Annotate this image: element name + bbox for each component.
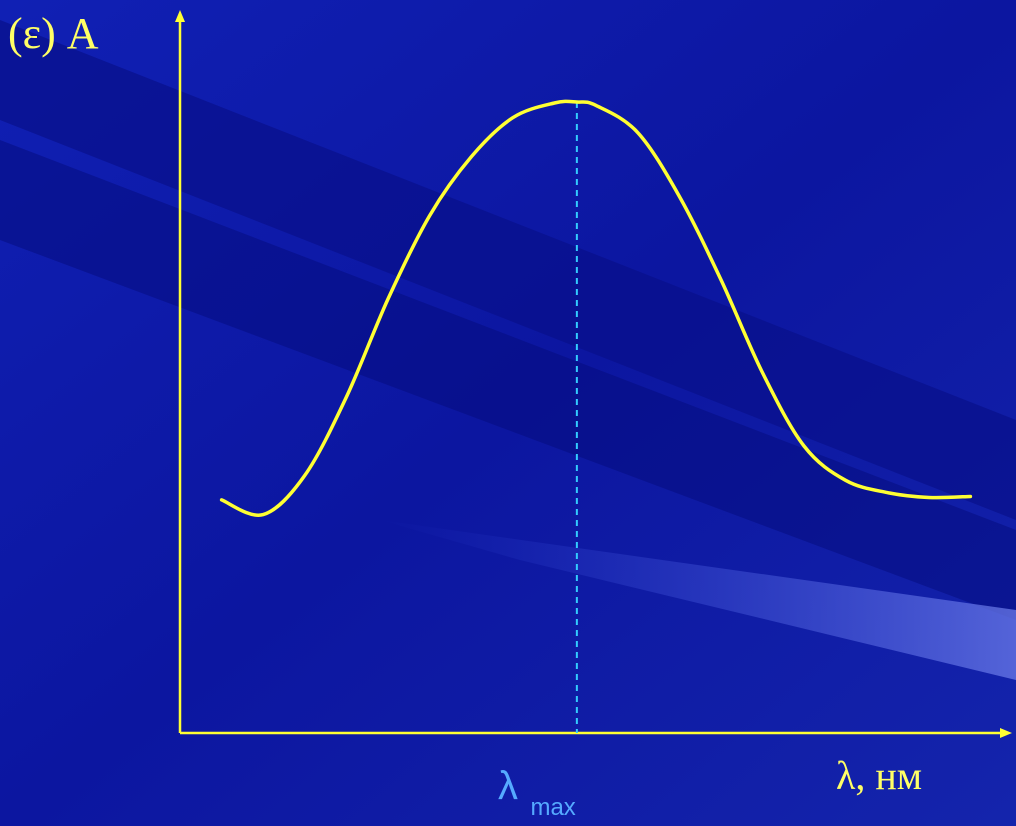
background-dark-band	[0, 20, 1016, 520]
x-axis-label: λ, нм	[836, 753, 923, 798]
peak-wavelength-label: λ max	[498, 764, 576, 820]
background-dark-band	[0, 140, 1016, 620]
x-axis-arrow	[1000, 728, 1012, 738]
background-light-streak	[380, 520, 1016, 680]
peak-wavelength-subscript: max	[530, 794, 576, 821]
peak-wavelength-symbol: λ	[498, 764, 518, 808]
y-axis-label: (ε) A	[8, 9, 99, 58]
y-axis-arrow	[175, 10, 185, 22]
absorption-curve	[219, 99, 973, 517]
